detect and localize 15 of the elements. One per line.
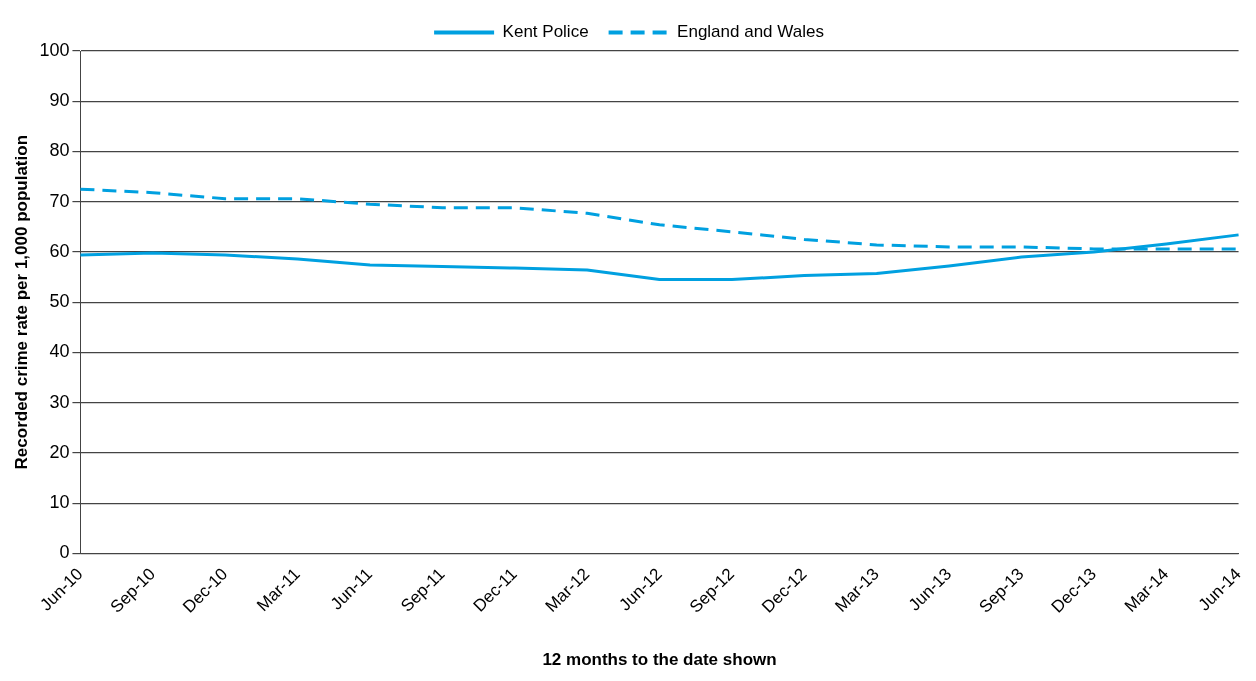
y-tick-label: 80: [49, 140, 70, 161]
legend-label: England and Wales: [677, 22, 824, 42]
y-tick-label: 90: [49, 90, 70, 111]
y-axis-title: Recorded crime rate per 1,000 population: [11, 134, 31, 470]
y-tick-label: 100: [39, 39, 70, 60]
y-tick-label: 0: [59, 542, 70, 563]
y-tick-label: 70: [49, 190, 70, 211]
x-axis-title: 12 months to the date shown: [542, 650, 777, 670]
y-tick-label: 20: [49, 441, 70, 462]
y-tick-label: 40: [49, 341, 70, 362]
y-tick-label: 30: [49, 391, 70, 412]
y-tick-label: 60: [49, 240, 70, 261]
y-tick-label: 50: [49, 291, 70, 312]
legend-label: Kent Police: [502, 22, 589, 42]
y-tick-label: 10: [49, 492, 70, 513]
